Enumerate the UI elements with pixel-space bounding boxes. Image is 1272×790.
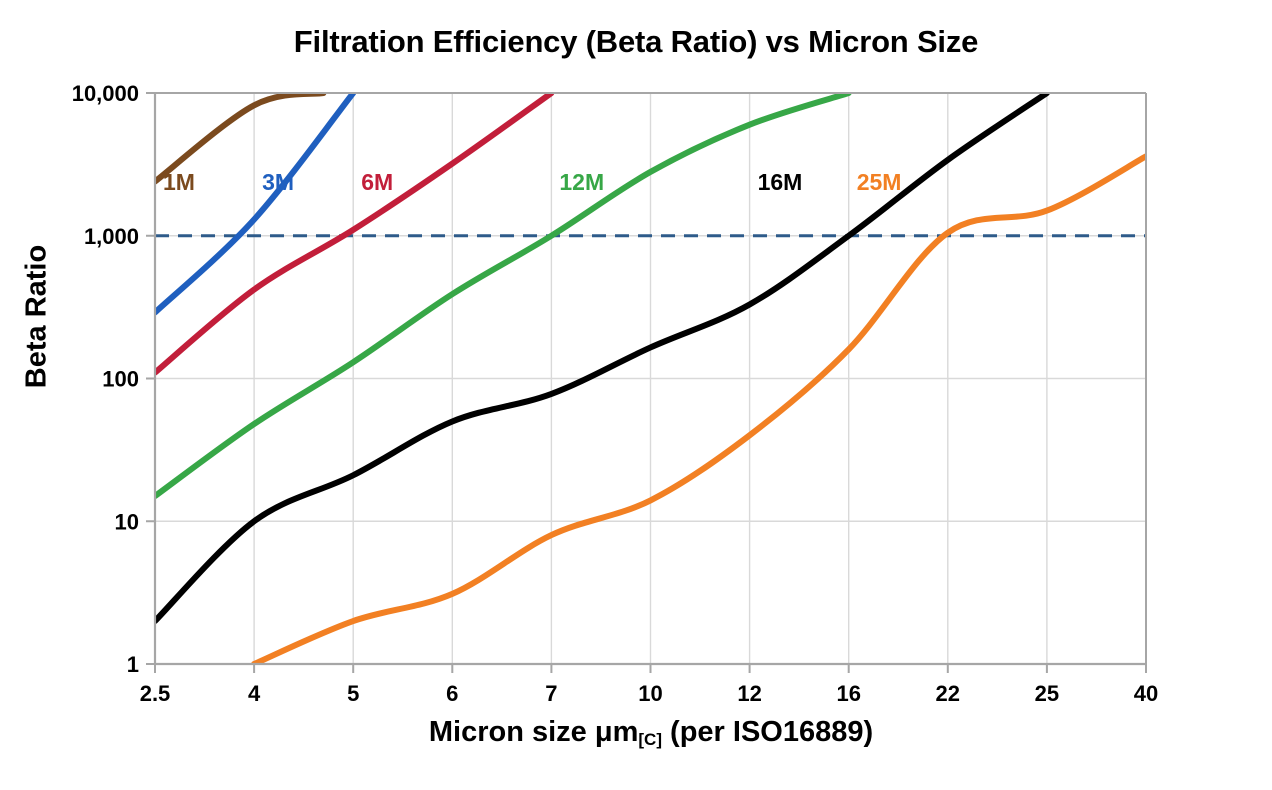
series-label-16M: 16M [758,169,803,195]
x-tick-label: 22 [936,681,960,706]
y-tick-label: 1 [127,652,139,677]
y-tick-label: 10 [115,509,139,534]
series-curve-3M [155,93,357,316]
x-tick-label: 40 [1134,681,1158,706]
y-tick-labels: 1 10 100 1,000 10,000 [72,81,139,677]
x-tick-label: 10 [638,681,662,706]
y-tick-label: 10,000 [72,81,139,106]
x-axis-title-main: Micron size μm [428,716,639,748]
series-label-25M: 25M [857,169,902,195]
series-labels: 1M 3M 6M 12M 16M 25M [163,169,901,195]
series-label-6M: 6M [361,169,393,195]
axes [146,92,1147,673]
x-tick-label: 6 [446,681,458,706]
chart-title: Filtration Efficiency (Beta Ratio) vs Mi… [293,24,979,59]
x-tick-label: 2.5 [140,681,171,706]
x-axis-title-suffix: (per ISO16889) [661,716,874,748]
series-label-3M: 3M [262,169,294,195]
x-tick-label: 4 [248,681,261,706]
x-tick-label: 25 [1035,681,1059,706]
x-tick-label: 16 [836,681,860,706]
series-label-12M: 12M [559,169,604,195]
series-label-1M: 1M [163,169,195,195]
y-tick-label: 100 [102,367,139,392]
x-tick-label: 5 [347,681,359,706]
series-curve-6M [155,93,555,376]
x-axis-title-subscript: [C] [638,730,662,749]
series-curve-12M [155,93,852,500]
series-curve-16M [155,93,1050,625]
x-tick-label: 7 [545,681,557,706]
series-curve-25M [251,153,1146,664]
x-tick-label: 12 [737,681,761,706]
x-axis-title: Micron size μm[C] (per ISO16889) [155,716,1147,750]
data-curves [155,93,1146,664]
y-tick-label: 1,000 [84,224,139,249]
x-tick-labels: 2.5 4 5 6 7 10 12 16 22 25 40 [140,681,1159,706]
gridlines [154,92,1147,665]
